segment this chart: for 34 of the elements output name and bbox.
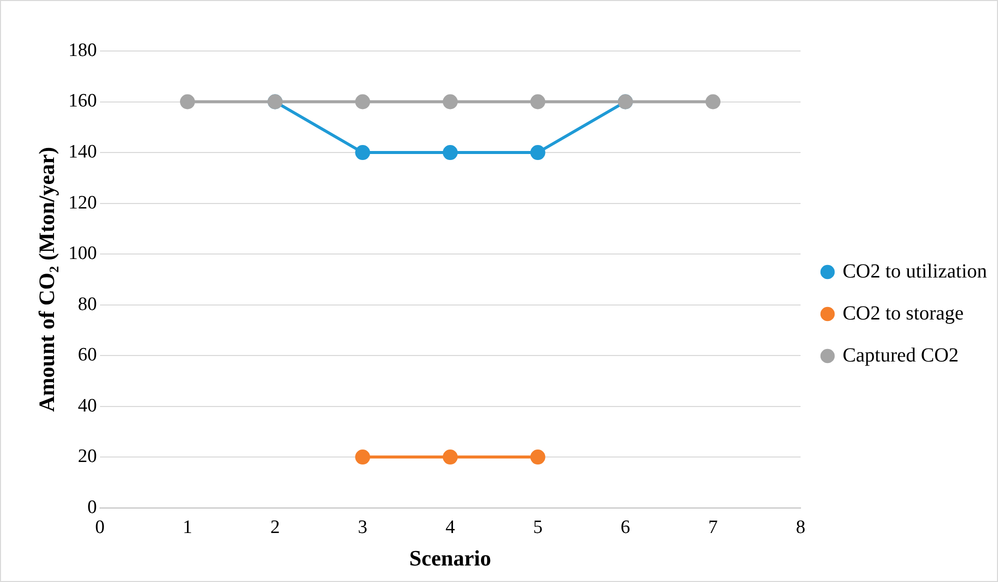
point	[180, 94, 195, 110]
y-tick-label: 0	[87, 496, 97, 518]
y-tick-label: 20	[78, 446, 97, 468]
y-tick-label: 100	[68, 243, 97, 264]
x-tick-label: 1	[182, 517, 192, 538]
y-tick-label: 160	[68, 90, 97, 112]
y-tick-label: 80	[78, 294, 97, 315]
legend-label: CO2 to storage	[842, 302, 964, 324]
point	[442, 94, 458, 110]
x-tick-label: 4	[445, 517, 456, 538]
y-axis-title: Amount of CO₂ (Mton/year)	[34, 146, 59, 412]
point	[355, 450, 370, 465]
point	[530, 94, 546, 110]
point	[355, 145, 370, 160]
x-tick-label: 3	[358, 517, 368, 538]
point	[530, 145, 546, 160]
legend-label: Captured CO2	[842, 344, 959, 366]
point	[530, 450, 546, 465]
x-tick-label: 2	[270, 517, 280, 538]
x-tick-label: 8	[796, 517, 806, 538]
point	[442, 450, 458, 465]
point	[355, 94, 370, 110]
y-tick-label: 180	[68, 40, 97, 61]
y-tick-label: 60	[78, 344, 97, 366]
y-tick-label: 40	[78, 395, 97, 416]
y-tick-label: 120	[68, 192, 97, 214]
point	[705, 94, 720, 110]
x-tick-label: 6	[620, 517, 630, 538]
x-tick-label: 7	[708, 517, 718, 538]
y-tick-label: 140	[68, 141, 97, 162]
x-axis-title: Scenario	[409, 545, 492, 570]
legend-label: CO2 to utilization	[842, 260, 988, 282]
point	[442, 145, 458, 160]
x-tick-label: 5	[533, 517, 543, 538]
